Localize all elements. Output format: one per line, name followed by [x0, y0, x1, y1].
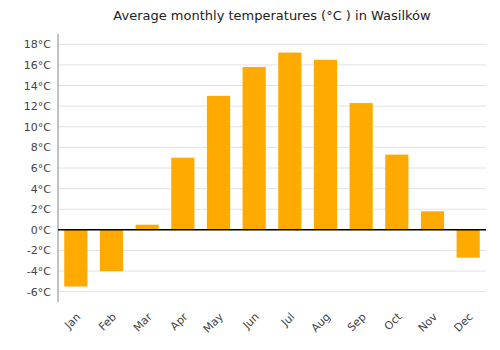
- x-tick-label: May: [201, 310, 227, 336]
- grid-line: [58, 168, 486, 169]
- y-axis: -6°C -4°C -2°C 0°C 2°C 4°C 6°C 8°C 10°C 12°C 14°C 1…: [24, 38, 486, 298]
- y-tick-label: 12°C: [24, 100, 51, 113]
- y-tick-label: 0°C: [31, 224, 51, 237]
- bar: [171, 158, 194, 230]
- bar: [207, 96, 230, 230]
- x-tick-label: Apr: [168, 310, 191, 333]
- grid-line: [58, 209, 486, 210]
- grid-line: [58, 188, 486, 189]
- y-axis-line: [58, 34, 59, 302]
- x-tick-label: Dec: [451, 310, 475, 334]
- bar: [457, 230, 480, 258]
- x-tick-label: Mar: [131, 310, 155, 334]
- y-tick-label: -2°C: [27, 244, 51, 257]
- y-tick-label: 6°C: [31, 162, 51, 175]
- y-tick-label: 16°C: [24, 59, 51, 72]
- x-tick-label: Aug: [309, 310, 333, 334]
- bar: [314, 60, 337, 230]
- bar: [243, 67, 266, 230]
- y-tick-label: 10°C: [24, 121, 51, 134]
- bar: [350, 103, 373, 230]
- grid-line: [58, 229, 486, 230]
- grid-line: [58, 126, 486, 127]
- x-tick-label: Nov: [416, 310, 441, 335]
- x-tick-label: Sep: [345, 310, 369, 334]
- chart-container: Average monthly temperatures (°C ) in Wa…: [0, 0, 500, 350]
- bar: [278, 53, 301, 230]
- bar: [64, 230, 87, 287]
- bar: [100, 230, 123, 271]
- bars: [64, 53, 480, 287]
- x-tick-label: Jun: [240, 310, 262, 332]
- bar: [136, 225, 159, 230]
- grid-line: [58, 106, 486, 107]
- grid-line: [58, 64, 486, 65]
- grid-line: [58, 44, 486, 45]
- grid-line: [58, 291, 486, 292]
- x-axis: Jan Feb Mar Apr May Jun Jul Aug Sep Oct Nov Dec: [62, 310, 476, 336]
- bar: [385, 155, 408, 230]
- x-tick-label: Feb: [96, 310, 119, 333]
- bar: [421, 211, 444, 230]
- y-tick-label: 8°C: [31, 141, 51, 154]
- zero-line: [58, 229, 486, 231]
- y-tick-label: 2°C: [31, 203, 51, 216]
- x-tick-label: Jan: [62, 310, 84, 332]
- title: Average monthly temperatures (°C ) in Wa…: [113, 8, 431, 23]
- y-tick-label: -6°C: [27, 286, 51, 299]
- y-tick-label: 4°C: [31, 183, 51, 196]
- chart: Average monthly temperatures (°C ) in Wa…: [0, 0, 500, 350]
- x-tick-label: Oct: [382, 310, 405, 333]
- y-tick-label: 14°C: [24, 80, 51, 93]
- y-tick-label: 18°C: [24, 38, 51, 51]
- grid-line: [58, 147, 486, 148]
- x-tick-label: Jul: [278, 310, 297, 329]
- y-tick-label: -4°C: [27, 265, 51, 278]
- grid-line: [58, 85, 486, 86]
